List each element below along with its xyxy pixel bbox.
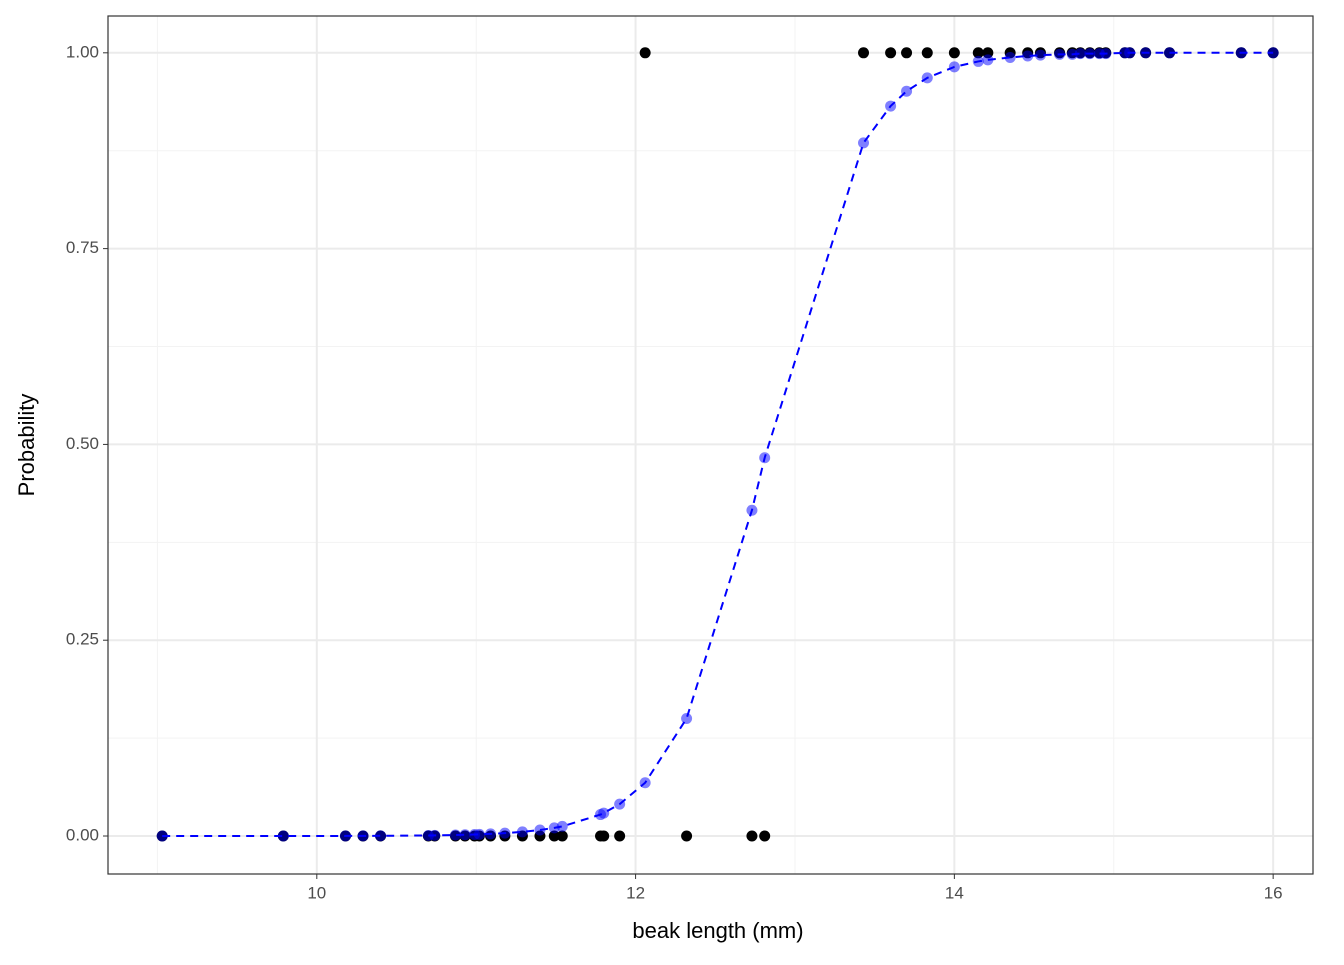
point <box>858 137 870 149</box>
x-axis-title: beak length (mm) <box>632 918 803 943</box>
point <box>1084 48 1096 60</box>
point <box>556 830 568 842</box>
point <box>681 830 693 842</box>
point <box>885 47 897 59</box>
point <box>1066 48 1078 60</box>
point <box>921 47 933 59</box>
point <box>1124 47 1136 59</box>
y-tick-label: 1.00 <box>66 42 99 61</box>
point <box>277 830 289 842</box>
point <box>1074 48 1086 60</box>
point <box>858 47 870 59</box>
point <box>548 830 560 842</box>
point <box>375 830 387 842</box>
y-tick-label: 0.00 <box>66 825 99 844</box>
point <box>1034 49 1046 61</box>
point <box>948 47 960 59</box>
point <box>982 54 994 66</box>
point <box>746 830 758 842</box>
point <box>1164 47 1176 59</box>
point <box>516 826 528 838</box>
y-tick-label: 0.50 <box>66 434 99 453</box>
plot-border <box>107 15 1314 875</box>
point <box>459 829 471 841</box>
point <box>972 55 984 67</box>
point <box>1004 52 1016 64</box>
point <box>598 807 610 819</box>
point <box>1100 48 1112 60</box>
point <box>614 798 626 810</box>
point <box>759 830 771 842</box>
point <box>759 452 771 464</box>
point <box>1140 47 1152 59</box>
point <box>357 830 369 842</box>
point <box>681 713 693 725</box>
point <box>339 830 351 842</box>
x-tick-label: 12 <box>626 883 645 902</box>
point <box>746 504 758 516</box>
point <box>429 829 441 841</box>
point <box>156 830 168 842</box>
point <box>921 72 933 84</box>
point <box>639 47 651 59</box>
point <box>598 830 610 842</box>
point <box>639 777 651 789</box>
point <box>901 85 913 97</box>
point <box>948 61 960 73</box>
point <box>1022 50 1034 62</box>
point <box>499 827 511 839</box>
point <box>473 828 485 840</box>
point <box>556 820 568 832</box>
point <box>885 100 897 112</box>
x-tick-label: 16 <box>1264 883 1283 902</box>
point <box>1267 47 1279 59</box>
point <box>614 830 626 842</box>
y-tick-label: 0.75 <box>66 238 99 257</box>
point <box>1054 48 1066 60</box>
x-tick-label: 10 <box>307 883 326 902</box>
point <box>901 47 913 59</box>
x-tick-label: 14 <box>945 883 964 902</box>
point <box>1235 47 1247 59</box>
point <box>485 828 497 840</box>
point <box>972 47 984 59</box>
point <box>449 829 461 841</box>
y-axis-title: Probability <box>14 394 39 497</box>
y-tick-label: 0.25 <box>66 630 99 649</box>
point <box>534 824 546 836</box>
